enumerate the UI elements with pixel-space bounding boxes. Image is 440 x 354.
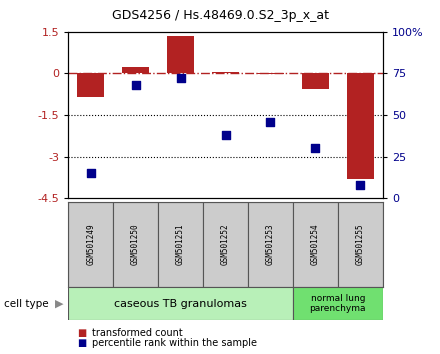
Point [132,82,139,88]
Point [222,132,229,138]
Bar [302,74,329,89]
Bar [68,287,293,320]
Text: GSM501249: GSM501249 [86,223,95,265]
Text: percentile rank within the sample: percentile rank within the sample [92,338,257,348]
Text: GSM501250: GSM501250 [131,223,140,265]
Bar [122,67,149,74]
Bar [203,202,248,287]
Text: ■: ■ [77,338,86,348]
Point [87,171,94,176]
Bar [347,74,374,179]
Text: ▶: ▶ [55,298,64,309]
Text: GSM501253: GSM501253 [266,223,275,265]
Text: normal lung
parenchyma: normal lung parenchyma [310,294,366,313]
Text: GSM501252: GSM501252 [221,223,230,265]
Point [312,145,319,151]
Text: transformed count: transformed count [92,328,183,338]
Bar [167,36,194,74]
Text: GDS4256 / Hs.48469.0.S2_3p_x_at: GDS4256 / Hs.48469.0.S2_3p_x_at [111,9,329,22]
Text: GSM501255: GSM501255 [356,223,365,265]
Text: GSM501254: GSM501254 [311,223,320,265]
Point [267,119,274,125]
Point [177,76,184,81]
Bar [113,202,158,287]
Point [357,182,364,188]
Bar [68,202,113,287]
Text: GSM501251: GSM501251 [176,223,185,265]
Bar [293,202,338,287]
Text: cell type: cell type [4,298,49,309]
Bar [77,74,104,97]
Bar [293,287,383,320]
Bar [212,72,239,74]
Bar [158,202,203,287]
Bar [248,202,293,287]
Text: caseous TB granulomas: caseous TB granulomas [114,298,247,309]
Bar [338,202,383,287]
Text: ■: ■ [77,328,86,338]
